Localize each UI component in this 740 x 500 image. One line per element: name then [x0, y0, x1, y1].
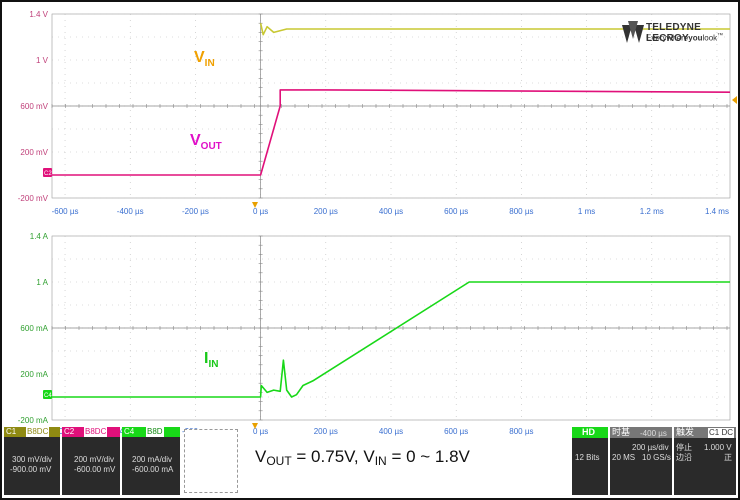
x-tick-label: 800 µs: [509, 427, 533, 436]
c1-offset: -900.00 mV: [10, 465, 52, 474]
c2-marker[interactable]: [43, 168, 52, 177]
y-tick-label: 1.4 A: [30, 232, 49, 241]
x-tick-label: -400 µs: [117, 207, 144, 216]
brand-tagline: Everywhereyoulook™: [646, 33, 724, 43]
vout-label: VOUT: [190, 132, 222, 152]
channel-c2-panel[interactable]: C2 B8DC 200 mV/div -600.00 mV: [62, 427, 120, 495]
c4-offset: -600.00 mA: [132, 465, 174, 474]
timebase-header: [610, 427, 672, 438]
empty-channel-slot: [184, 429, 238, 493]
trigger-panel[interactable]: 触发 C1 DC 停止 1.000 V 边沿 正: [674, 427, 736, 495]
x-tick-label: 200 µs: [314, 427, 338, 436]
timebase-delay: -400 µs: [640, 429, 667, 438]
sample-rate: 10 GS/s: [642, 453, 671, 462]
iin-label: IIN: [204, 350, 218, 370]
trigger-header: [674, 427, 736, 438]
x-tick-label: 0 µs: [253, 207, 268, 216]
top-x-axis: -600 µs -400 µs -200 µs 0 µs 200 µs 400 µs 600…: [52, 207, 729, 216]
x-tick-label: 0 µs: [253, 427, 268, 436]
x-tick-label: 1 ms: [578, 207, 595, 216]
channel-c1-panel[interactable]: C1 B8DC 300 mV/div -900.00 mV: [4, 427, 60, 495]
right-edge-marker[interactable]: [732, 96, 737, 104]
lecroy-logo-icon: [622, 21, 644, 43]
x-tick-label: 600 µs: [444, 207, 468, 216]
brand-name: TELEDYNE LECROY: [646, 22, 701, 44]
timebase-panel[interactable]: 时基 -400 µs 200 µs/div 20 MS 10 GS/s: [610, 427, 672, 495]
teledyne-lecroy-logo: TELEDYNE LECROY Everywhereyoulook™: [622, 21, 732, 45]
c4-id: C4: [124, 427, 135, 436]
y-tick-label: 600 mA: [20, 324, 48, 333]
c1-tags: B8DC: [26, 427, 50, 437]
trigger-level: 1.000 V: [704, 443, 732, 452]
y-tick-label: 200 mV: [20, 148, 48, 157]
y-tick-label: 600 mV: [20, 102, 48, 111]
x-tick-label: -200 µs: [182, 207, 209, 216]
sample-count: 20 MS: [612, 453, 636, 462]
trigger-marker-top[interactable]: [252, 202, 258, 208]
x-tick-label: 400 µs: [379, 207, 403, 216]
y-tick-label: 1 A: [36, 278, 48, 287]
y-tick-label: 200 mA: [20, 370, 48, 379]
y-tick-label: -200 mV: [18, 194, 49, 203]
hd-badge: HD: [582, 427, 595, 437]
hd-header: [572, 427, 608, 438]
x-tick-label: 600 µs: [444, 427, 468, 436]
time-per-div: 200 µs/div: [632, 443, 669, 452]
c2-marker-label: C2: [44, 171, 52, 177]
x-tick-label: 200 µs: [314, 207, 338, 216]
x-tick-label: 400 µs: [379, 427, 403, 436]
bottom-plot-traces: [52, 281, 730, 398]
status-bar: C1 B8DC 300 mV/div -900.00 mV C2 B8DC 20…: [0, 427, 740, 500]
c2-tags: B8DC: [84, 427, 108, 437]
c4-tags: B8D: [146, 427, 164, 437]
y-tick-label: 1.4 V: [29, 10, 48, 19]
c1-scale: 300 mV/div: [12, 455, 53, 464]
condition-caption: VOUT = 0.75V, VIN = 0 ~ 1.8V: [255, 447, 470, 468]
top-y-axis: 1.4 V 1 V 600 mV 200 mV -200 mV: [18, 10, 49, 203]
top-plot-traces: [52, 23, 731, 176]
x-tick-label: 1.4 ms: [705, 207, 729, 216]
vin-label: VIN: [194, 49, 215, 69]
c4-marker-label: C4: [44, 393, 52, 399]
timebase-label: 时基: [612, 427, 631, 437]
c2-scale: 200 mV/div: [74, 455, 115, 464]
c4-scale: 200 mA/div: [132, 455, 173, 464]
bottom-plot-grid: [51, 235, 731, 421]
channel-c4-panel[interactable]: C4 B8D 200 mA/div -600.00 mA: [122, 427, 180, 495]
trace-iin: [52, 281, 730, 398]
c2-id: C2: [64, 427, 75, 436]
bottom-y-axis: 1.4 A 1 A 600 mA 200 mA -200 mA: [18, 232, 49, 425]
y-tick-label: 1 V: [36, 56, 49, 65]
bit-depth: 12 Bits: [575, 453, 600, 462]
trigger-slope: 正: [724, 453, 732, 462]
x-tick-label: 1.2 ms: [640, 207, 664, 216]
top-plot-grid: [51, 13, 731, 199]
x-tick-label: -600 µs: [52, 207, 79, 216]
trace-vout: [52, 89, 731, 176]
acquisition-panel[interactable]: HD 12 Bits: [572, 427, 608, 495]
c4-marker[interactable]: [43, 390, 52, 399]
c1-id: C1: [6, 427, 17, 436]
trigger-state: 停止: [676, 443, 692, 452]
trace-vin: [259, 23, 730, 36]
y-tick-label: -200 mA: [18, 416, 49, 425]
c2-offset: -600.00 mV: [74, 465, 116, 474]
trigger-label: 触发: [676, 427, 695, 437]
x-tick-label: 800 µs: [509, 207, 533, 216]
trigger-marker-bottom[interactable]: [252, 423, 258, 429]
trigger-flags: C1 DC: [708, 428, 735, 438]
trigger-mode: 边沿: [676, 453, 692, 462]
